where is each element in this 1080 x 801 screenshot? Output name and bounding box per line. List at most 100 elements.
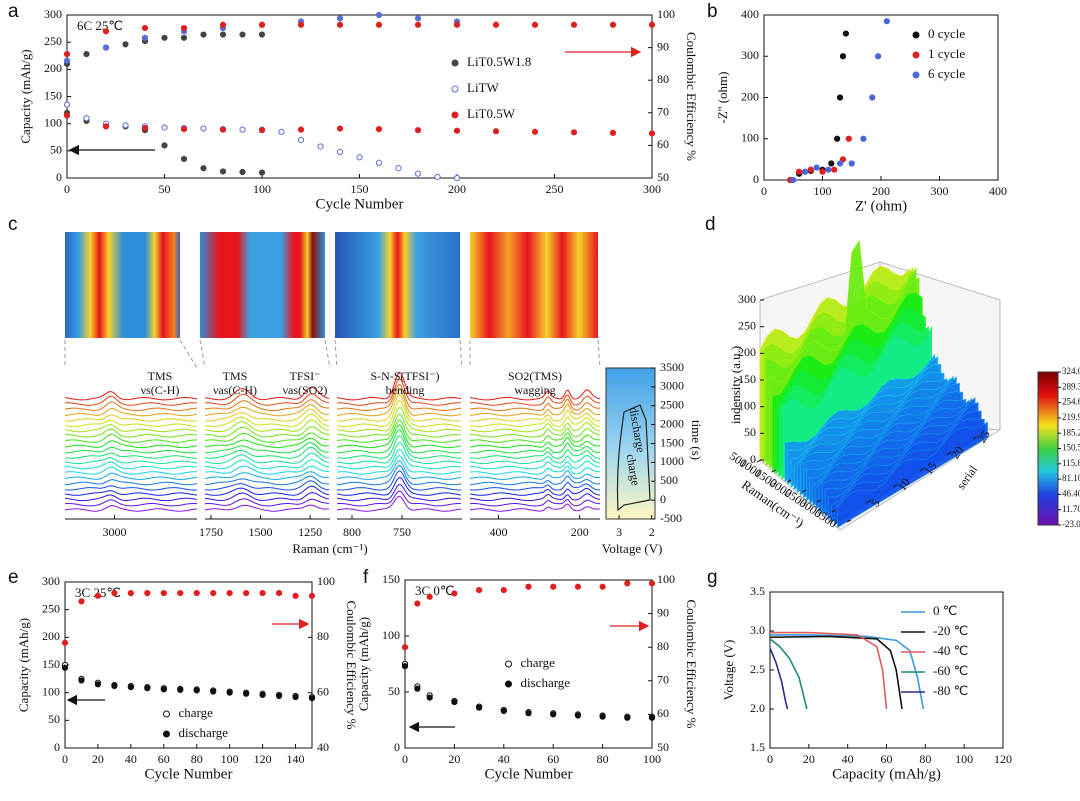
data-point bbox=[401, 663, 409, 670]
y-tick-label: 150 bbox=[44, 88, 62, 102]
spectrum-line bbox=[204, 452, 330, 465]
x-axis-label: Cycle Number bbox=[145, 766, 233, 782]
data-point bbox=[180, 34, 188, 41]
data-point bbox=[356, 154, 363, 161]
z-tick-label: 100 bbox=[738, 398, 756, 412]
spectrum-line bbox=[204, 432, 330, 443]
spectrum-line bbox=[64, 440, 198, 449]
spectrum-line bbox=[470, 427, 601, 438]
data-point bbox=[200, 125, 207, 132]
spectrum-line bbox=[469, 442, 601, 454]
data-point bbox=[336, 21, 344, 28]
data-point bbox=[292, 693, 299, 701]
voltage-curve bbox=[616, 404, 651, 512]
data-point bbox=[83, 51, 90, 58]
y2-tick-label: 80 bbox=[657, 639, 669, 653]
peak-annotation: TFSI⁻ bbox=[289, 369, 320, 383]
data-point bbox=[453, 127, 461, 134]
spectrum-line bbox=[336, 441, 462, 464]
x-tick-label: 100 bbox=[955, 752, 973, 766]
data-point bbox=[141, 34, 149, 41]
y-axis-label: Capacity (mAh/g) bbox=[16, 618, 31, 712]
data-point bbox=[375, 21, 383, 28]
data-point bbox=[141, 124, 149, 132]
colorbar-tick-label: 46.40 bbox=[1062, 488, 1080, 498]
spectrum-line bbox=[65, 414, 198, 422]
data-point bbox=[492, 128, 500, 135]
x-tick bbox=[846, 519, 852, 523]
legend-label: charge bbox=[179, 705, 214, 720]
spectrum-line bbox=[336, 448, 462, 470]
x-tick bbox=[816, 499, 822, 503]
data-point bbox=[200, 165, 207, 172]
curve-label: charge bbox=[624, 453, 643, 487]
data-point bbox=[243, 690, 250, 697]
data-point bbox=[801, 168, 809, 175]
y2-tick-label: 70 bbox=[657, 105, 669, 119]
y2-axis-label: Coulombic Efficiency % bbox=[684, 599, 699, 728]
y-tick-label: 3.5 bbox=[750, 584, 765, 598]
spectrum-line bbox=[470, 409, 601, 422]
data-point bbox=[624, 714, 631, 721]
data-point bbox=[177, 686, 184, 694]
x-tick bbox=[771, 469, 777, 473]
data-point bbox=[426, 593, 433, 600]
spectrum-line bbox=[469, 422, 601, 433]
spectrum-line bbox=[204, 465, 330, 475]
spectrum-line bbox=[469, 416, 601, 427]
y-tick-label: 100 bbox=[42, 684, 60, 698]
y2-tick-label: 90 bbox=[657, 605, 669, 619]
data-point bbox=[500, 586, 507, 594]
spectrum-line bbox=[336, 477, 462, 496]
spectrum-line bbox=[64, 466, 198, 475]
spectrum-line bbox=[469, 465, 601, 475]
series-line bbox=[769, 638, 808, 710]
data-point bbox=[414, 15, 422, 22]
data-point bbox=[259, 691, 266, 698]
data-point bbox=[525, 583, 532, 590]
x-tick-label: 0 bbox=[761, 184, 767, 198]
legend-swatch bbox=[163, 710, 170, 718]
data-point bbox=[848, 160, 855, 167]
spectrum-line bbox=[469, 389, 601, 401]
plot-frame bbox=[64, 581, 313, 749]
spectrum-line bbox=[204, 492, 330, 502]
y2-tick-label: 100 bbox=[317, 574, 335, 588]
data-point bbox=[451, 698, 458, 706]
spectrum-line bbox=[336, 424, 462, 449]
data-point bbox=[239, 31, 246, 38]
x-axis-label: Voltage (V) bbox=[602, 541, 663, 556]
x-tick bbox=[786, 479, 792, 483]
data-point bbox=[258, 127, 266, 134]
spectrum-line bbox=[469, 448, 601, 459]
colorbar-tick-label: 11.70 bbox=[1062, 504, 1080, 514]
spectrum-line bbox=[204, 498, 330, 507]
y-tick-label: 2.5 bbox=[750, 662, 765, 676]
y2-tick-label: 90 bbox=[657, 39, 669, 53]
spectrum-line bbox=[65, 428, 198, 438]
x-tick-label: 1500 bbox=[249, 525, 273, 539]
data-point bbox=[161, 142, 168, 149]
data-point bbox=[453, 174, 461, 182]
x-tick-label: 200 bbox=[872, 184, 890, 198]
data-point bbox=[648, 130, 656, 137]
data-point bbox=[599, 713, 606, 720]
x-tick-label: 300 bbox=[643, 182, 661, 196]
x-tick-label: 20 bbox=[92, 752, 104, 766]
spectrum-line bbox=[64, 490, 198, 496]
x-tick bbox=[756, 459, 762, 463]
y2-tick-label: 50 bbox=[657, 170, 669, 184]
data-point bbox=[869, 94, 876, 101]
data-point bbox=[550, 583, 557, 590]
spectrum-line bbox=[336, 388, 462, 417]
y-tick-label: 0 bbox=[660, 492, 666, 506]
data-point bbox=[839, 156, 847, 163]
x-tick-label: 100 bbox=[221, 752, 239, 766]
peak-annotation: νs(C-H) bbox=[141, 383, 180, 397]
spectrum-line bbox=[336, 435, 462, 459]
y-tick-label: 50 bbox=[50, 143, 62, 157]
y-tick-label: 50 bbox=[48, 712, 60, 726]
x-tick-label: 100 bbox=[253, 182, 271, 196]
x-tick-label: 3000 bbox=[103, 525, 127, 539]
y-tick-label: 50 bbox=[388, 684, 400, 698]
